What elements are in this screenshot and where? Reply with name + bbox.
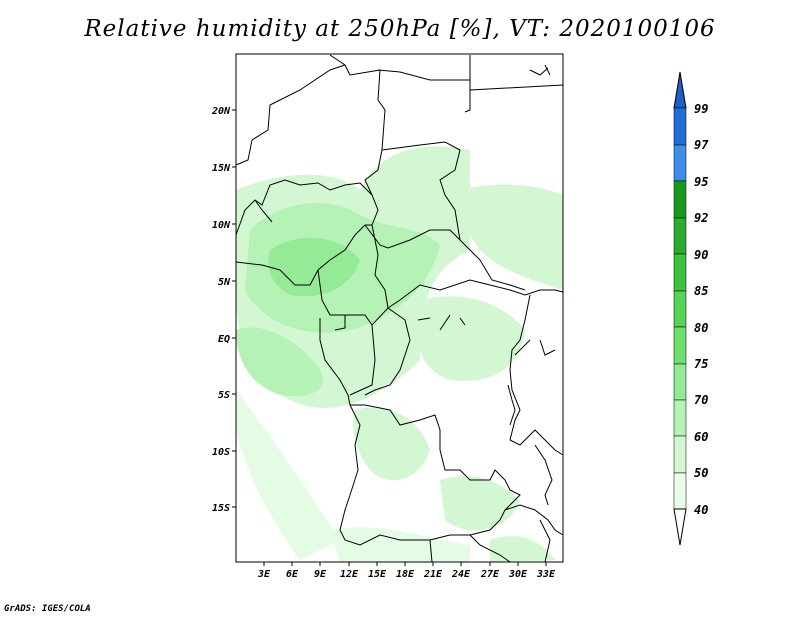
lon-label: 15E (368, 569, 387, 580)
colorbar-label: 92 (694, 211, 708, 225)
colorbar-segment (673, 144, 687, 182)
map-frame (235, 53, 564, 563)
grads-credit: GrADS: IGES/COLA (4, 604, 91, 614)
colorbar-label: 99 (694, 102, 708, 116)
lat-label: 20N (211, 106, 231, 117)
colorbar-label: 40 (694, 503, 708, 517)
colorbar-segment (673, 107, 687, 146)
lon-label: 3E (257, 569, 271, 580)
lat-label: 5N (218, 277, 231, 288)
lat-ticks (232, 109, 236, 508)
colorbar-bottom-arrow (673, 508, 687, 546)
colorbar-segment (673, 399, 687, 437)
map-title: Relative humidity at 250hPa [%], VT: 202… (84, 16, 716, 42)
colorbar-label: 97 (694, 138, 709, 152)
colorbar-segment (673, 472, 687, 510)
lon-label: 33E (536, 569, 556, 580)
lon-label: 12E (340, 569, 359, 580)
colorbar: 99 97 95 92 90 85 80 75 70 60 50 40 (673, 71, 709, 546)
lat-labels: 20N 15N 10N 5N EQ 5S 10S 15S (211, 106, 231, 514)
colorbar-label: 90 (694, 248, 708, 262)
lat-label: 10S (212, 447, 230, 458)
lon-label: 9E (314, 569, 327, 580)
colorbar-label: 85 (694, 284, 708, 298)
colorbar-segment (673, 435, 687, 474)
lon-label: 18E (396, 569, 415, 580)
lat-label: 15N (212, 163, 231, 174)
colorbar-label: 75 (694, 357, 708, 371)
lat-label: 10N (212, 220, 231, 231)
colorbar-segment (673, 217, 687, 255)
colorbar-segment (673, 180, 687, 219)
lat-label: 15S (212, 503, 230, 514)
colorbar-segment (673, 326, 687, 365)
lon-label: 24E (451, 569, 471, 580)
colorbar-label: 80 (694, 321, 708, 335)
colorbar-label: 95 (694, 175, 708, 189)
colorbar-top-arrow (673, 71, 687, 109)
colorbar-segment (673, 290, 687, 328)
lon-label: 27E (480, 569, 500, 580)
colorbar-segment (673, 363, 687, 401)
colorbar-segment (673, 253, 687, 292)
lon-labels: 3E 6E 9E 12E 15E 18E 21E 24E 27E 30E 33E (257, 569, 556, 580)
humidity-shading (236, 146, 563, 562)
lon-label: 30E (508, 569, 528, 580)
country-borders (235, 54, 564, 563)
lat-label: 5S (218, 390, 230, 401)
lon-label: 6E (286, 569, 299, 580)
lat-label: EQ (218, 334, 230, 345)
colorbar-label: 70 (694, 393, 708, 407)
lon-label: 21E (423, 569, 443, 580)
colorbar-label: 60 (694, 430, 708, 444)
lon-ticks (263, 562, 547, 566)
colorbar-label: 50 (694, 466, 708, 480)
colorbar-labels: 99 97 95 92 90 85 80 75 70 60 50 40 (694, 102, 709, 517)
